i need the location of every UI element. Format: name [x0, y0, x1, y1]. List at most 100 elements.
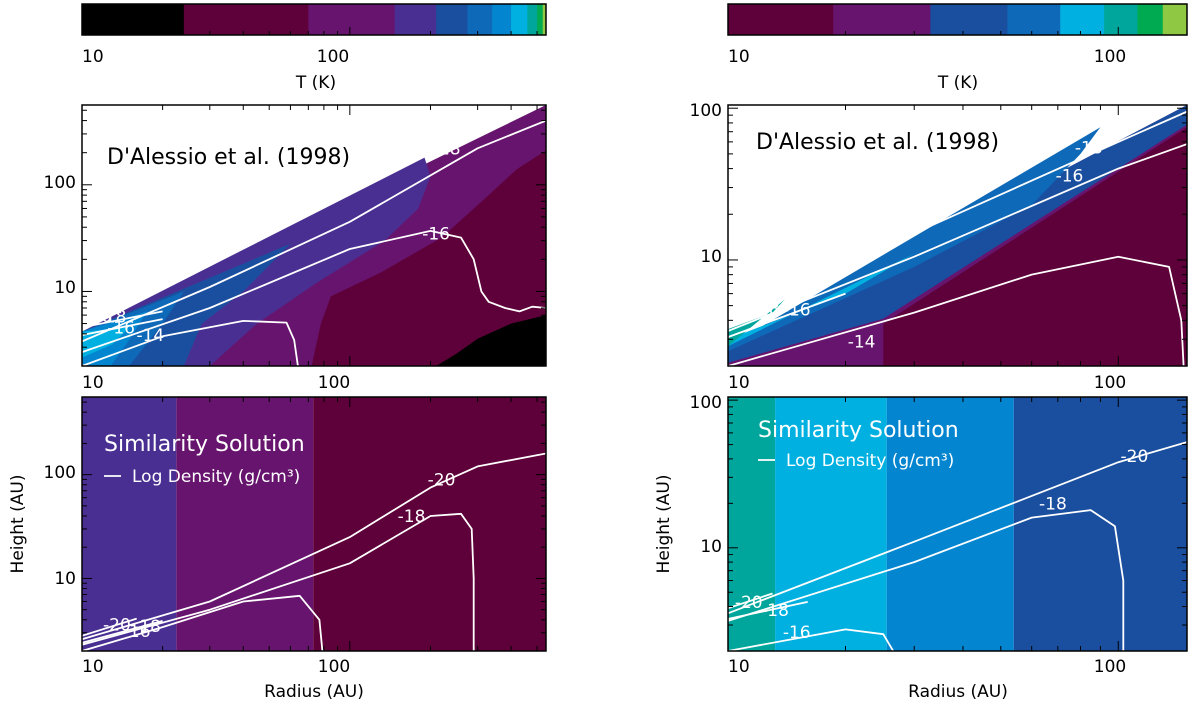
contour-label: -20	[428, 470, 456, 490]
contour-label: -18	[398, 507, 426, 527]
colorbar-band-10	[542, 4, 547, 35]
colorbar-right-tick-100: 100	[1094, 47, 1126, 67]
density-contour-1	[82, 229, 546, 353]
top-left-xtick-10: 10	[82, 373, 104, 393]
bottom-right-xtick-10: 10	[728, 657, 750, 677]
density-contour-4	[728, 601, 808, 620]
bottom-right-ytick-100: 100	[690, 393, 722, 413]
temperature-region-0	[82, 397, 177, 651]
bottom-left-panel-label: Similarity Solution	[104, 432, 305, 457]
colorbar-band-2	[308, 4, 396, 35]
panel-top-left: -18-16-14-18-16-20 00 0 100 10 10 100 D'…	[44, 104, 588, 393]
density-contour-3	[82, 310, 163, 329]
contour-label: -16	[107, 318, 135, 338]
density-contour-0	[728, 441, 1187, 615]
bottom-left-xtick-10: 10	[82, 657, 104, 677]
top-right-ytick-10: 10	[700, 247, 722, 267]
top-left-panel-label: D'Alessio et al. (1998)	[107, 145, 350, 170]
bottom-left-xlabel: Radius (AU)	[264, 682, 364, 702]
bottom-right-panel-label: Similarity Solution	[758, 418, 959, 443]
density-contour-2	[82, 319, 299, 366]
density-contour-0	[728, 110, 1187, 312]
density-contour-4	[82, 620, 163, 644]
colorbar-band-3	[1007, 4, 1061, 35]
density-contour-0	[82, 119, 546, 343]
colorbar-band-4	[1060, 4, 1105, 35]
density-contour-1	[728, 509, 1125, 651]
colorbar-band-0	[728, 4, 834, 35]
panel-top-right: -18-16-14-18 -16 100 10 10 100 D'Alessio …	[690, 101, 1188, 393]
panel-bottom-right: -20-18-16-20-18 100 10 10 100 Radius (AU…	[654, 393, 1188, 702]
top-right-xtick-100: 100	[1094, 373, 1126, 393]
temperature-region-3	[1013, 397, 1187, 651]
bottom-right-ytick-10: 10	[700, 537, 722, 557]
colorbar-right: 10 100 T (K)	[727, 3, 1188, 93]
temperature-region-5	[728, 299, 785, 347]
bottom-right-xlabel: Radius (AU)	[908, 682, 1008, 702]
panel-bottom-left: -20-18-16-20 -18 00 0 100 10 10 100 Radiu…	[8, 396, 588, 702]
svg-text:0: 0	[566, 568, 577, 588]
colorbar-left-label: T (K)	[295, 73, 336, 93]
density-contour-2	[728, 628, 894, 651]
contour-label: -16	[123, 622, 151, 642]
bottom-left-ytick-100: 100	[44, 463, 76, 483]
colorbar-left: 10 100 T (K)	[81, 3, 547, 93]
contour-label: -18	[752, 299, 780, 319]
svg-text:0: 0	[566, 278, 577, 298]
density-contour-1	[728, 143, 1187, 332]
contour-label: -18	[133, 617, 161, 637]
density-contour-3	[82, 617, 137, 637]
colorbar-left-tick-10: 10	[82, 47, 104, 67]
bottom-left-xtick-100: 100	[318, 657, 350, 677]
contour-label: -20	[735, 593, 763, 613]
colorbar-band-0	[82, 4, 185, 35]
density-contour-0	[82, 452, 546, 641]
colorbar-band-4	[436, 4, 469, 35]
top-right-xtick-10: 10	[728, 373, 750, 393]
top-right-panel-label: D'Alessio et al. (1998)	[756, 130, 999, 155]
temperature-region-7	[82, 327, 130, 358]
colorbar-band-5	[1104, 4, 1138, 35]
colorbar-band-1	[833, 4, 931, 35]
bottom-left-ytick-10: 10	[54, 569, 76, 589]
contour-label: -14	[136, 326, 164, 346]
colorbar-band-5	[467, 4, 493, 35]
top-right-ytick-100: 100	[690, 101, 722, 121]
colorbar-band-7	[1162, 4, 1188, 35]
contour-label: -18	[1039, 494, 1067, 514]
density-contour-5	[82, 311, 122, 321]
density-contour-3	[728, 592, 773, 610]
density-contour-2	[82, 594, 324, 651]
temperature-region-2	[313, 397, 546, 651]
colorbar-band-3	[394, 4, 437, 35]
contour-label: -16	[783, 623, 811, 643]
colorbar-band-1	[183, 4, 309, 35]
temperature-region-3	[728, 127, 1101, 352]
svg-text:00: 00	[566, 461, 588, 481]
colorbar-band-9	[537, 4, 544, 35]
contour-label: -16	[783, 301, 811, 321]
colorbar-right-label: T (K)	[937, 73, 978, 93]
temperature-region-2	[886, 397, 1014, 651]
colorbar-left-tick-100: 100	[317, 47, 349, 67]
colorbar-right-tick-10: 10	[728, 47, 750, 67]
contour-label: -14	[848, 333, 876, 353]
density-contour-2	[728, 255, 1185, 366]
contour-label: -16	[1056, 167, 1084, 187]
temperature-region-4	[728, 253, 915, 347]
colorbar-band-6	[1137, 4, 1164, 35]
bottom-left-ylabel: Height (AU)	[8, 475, 28, 574]
contour-label: -20	[84, 307, 112, 327]
density-contour-1	[82, 512, 475, 651]
contour-label: -16	[422, 224, 450, 244]
top-left-ytick-100: 100	[44, 173, 76, 193]
contour-label: -18	[761, 601, 789, 621]
contour-label: -18	[1075, 139, 1103, 159]
temperature-region-1	[311, 150, 546, 366]
bottom-right-ylabel: Height (AU)	[654, 475, 674, 574]
temperature-region-1	[775, 397, 887, 651]
colorbar-band-8	[527, 4, 538, 35]
bottom-right-legend-label: Log Density (g/cm³)	[786, 451, 954, 471]
contour-label: -20	[1121, 447, 1149, 467]
